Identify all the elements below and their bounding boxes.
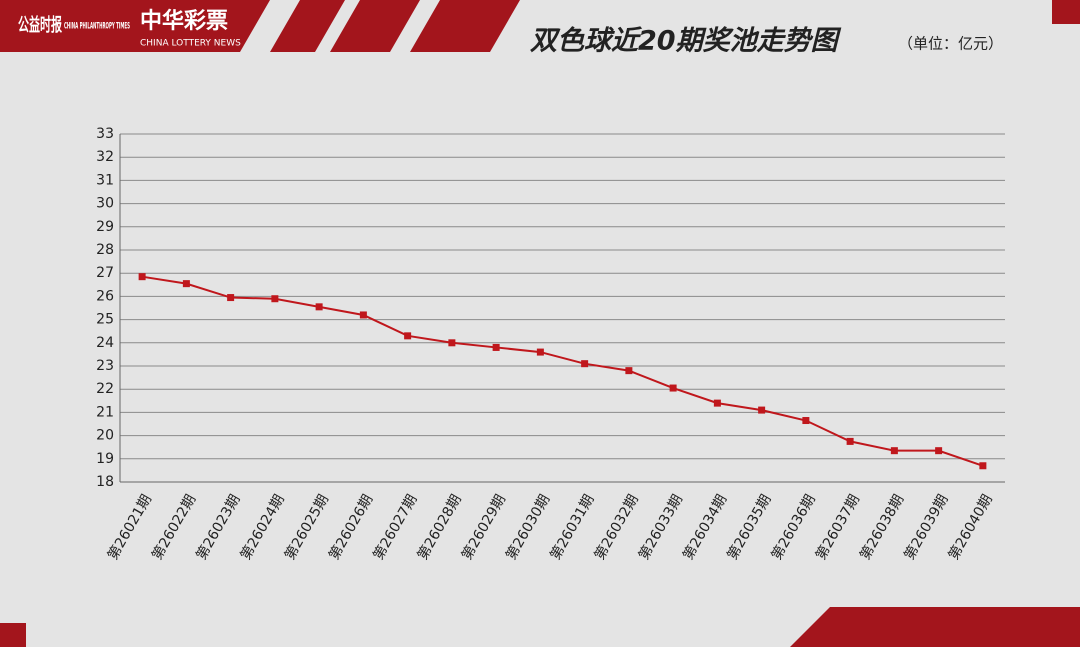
y-tick-label: 21 xyxy=(96,404,114,420)
data-point xyxy=(890,447,898,455)
data-point xyxy=(846,437,854,445)
data-point xyxy=(404,332,412,340)
stripe xyxy=(330,0,420,52)
data-point xyxy=(536,348,544,356)
x-tick-label: 第26024期 xyxy=(237,492,288,563)
y-tick-label: 29 xyxy=(96,219,114,235)
stripe xyxy=(270,0,345,52)
x-tick-label: 第26034期 xyxy=(679,492,730,563)
x-tick-label: 第26023期 xyxy=(193,492,244,563)
data-point xyxy=(625,367,633,375)
y-tick-label: 22 xyxy=(96,381,114,397)
y-tick-label: 23 xyxy=(96,358,114,374)
y-tick-label: 19 xyxy=(96,451,114,467)
x-tick-label: 第26026期 xyxy=(325,492,376,563)
corner xyxy=(1052,0,1080,24)
stripe xyxy=(410,0,520,52)
data-point xyxy=(138,273,146,281)
y-tick-label: 30 xyxy=(96,196,114,212)
x-tick-label: 第26029期 xyxy=(458,492,509,563)
x-tick-label: 第26038期 xyxy=(856,492,907,563)
y-tick-label: 20 xyxy=(96,428,114,444)
x-tick-label: 第26030期 xyxy=(502,492,553,563)
y-tick-label: 31 xyxy=(96,172,114,188)
data-point xyxy=(182,280,190,288)
corner xyxy=(0,623,26,647)
data-point xyxy=(713,399,721,407)
banner xyxy=(0,0,270,52)
x-tick-label: 第26033期 xyxy=(635,492,686,563)
chart-title: 双色球近20期奖池走势图 xyxy=(529,26,842,57)
x-tick-label: 第26031期 xyxy=(547,492,598,563)
x-tick-label: 第26025期 xyxy=(281,492,332,563)
logo-text: CHINA PHILANTHROPY TIMES xyxy=(64,22,130,32)
x-tick-label: 第26040期 xyxy=(945,492,996,563)
data-point xyxy=(669,384,677,392)
data-point xyxy=(359,311,367,319)
x-tick-label: 第26021期 xyxy=(104,492,155,563)
data-point xyxy=(448,339,456,347)
data-point xyxy=(227,294,235,302)
y-tick-label: 26 xyxy=(96,288,114,304)
y-tick-label: 25 xyxy=(96,312,114,328)
data-point xyxy=(271,295,279,303)
data-point xyxy=(979,462,987,470)
data-point xyxy=(492,343,500,351)
logo-text: 中华彩票 xyxy=(140,8,228,34)
data-point xyxy=(758,406,766,414)
data-point xyxy=(315,303,323,311)
x-tick-label: 第26028期 xyxy=(414,492,465,563)
x-tick-label: 第26037期 xyxy=(812,492,863,563)
x-tick-label: 第26036期 xyxy=(768,492,819,563)
logo-text: 公益时报 xyxy=(18,14,62,36)
data-line xyxy=(141,275,984,467)
x-tick-label: 第26022期 xyxy=(148,492,199,563)
data-point xyxy=(935,447,943,455)
y-tick-label: 28 xyxy=(96,242,114,258)
y-tick-label: 27 xyxy=(96,265,114,281)
stripe xyxy=(790,607,1080,647)
x-tick-label: 第26039期 xyxy=(901,492,952,563)
x-tick-label: 第26035期 xyxy=(724,492,775,563)
y-tick-label: 18 xyxy=(96,474,114,490)
y-tick-label: 32 xyxy=(96,149,114,165)
logo-text: CHINA LOTTERY NEWS xyxy=(140,39,241,49)
chart-subtitle: （单位：亿元） xyxy=(898,35,1003,53)
data-point xyxy=(802,417,810,425)
x-tick-label: 第26027期 xyxy=(370,492,421,563)
y-tick-label: 24 xyxy=(96,335,114,351)
x-tick-label: 第26032期 xyxy=(591,492,642,563)
y-tick-label: 33 xyxy=(96,126,114,142)
data-point xyxy=(581,360,589,368)
